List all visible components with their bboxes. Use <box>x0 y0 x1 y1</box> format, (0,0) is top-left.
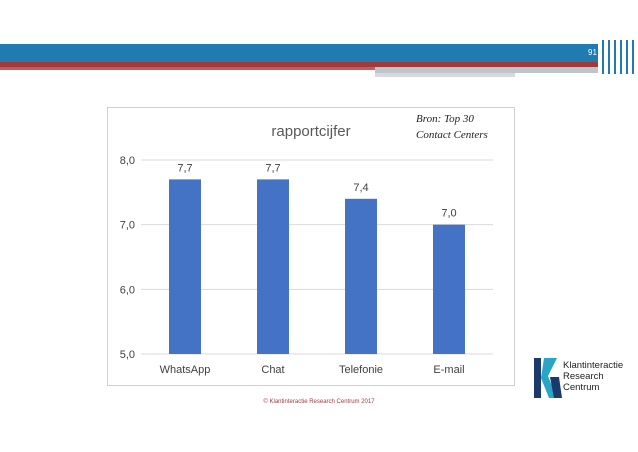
data-label: 7,7 <box>265 162 280 174</box>
header-band-blue <box>0 44 598 62</box>
y-tick-label: 5,0 <box>120 349 135 361</box>
bar <box>433 224 465 354</box>
x-tick-label: Telefonie <box>339 364 383 376</box>
logo-line-1: Klantinteractie <box>563 360 624 371</box>
klantinteractie-logo-icon <box>534 358 562 398</box>
logo-line-2: Research <box>563 371 604 382</box>
chart-title: rapportcijfer <box>271 123 350 140</box>
header-band-red-thin <box>0 67 375 70</box>
source-note: Bron: Top 30 Contact Centers <box>416 113 488 141</box>
bar-chart: rapportcijfer 5,0 6,0 7,0 8,0 7,7 WhatsApp 7,7 C… <box>120 123 493 376</box>
header-band-red <box>0 62 598 67</box>
data-label: 7,4 <box>353 182 368 194</box>
logo-line-3: Centrum <box>563 382 600 393</box>
bar <box>257 179 289 354</box>
copyright-text: © Klantinteractie Research Centrum 2017 <box>263 399 375 405</box>
chart-frame: rapportcijfer 5,0 6,0 7,0 8,0 7,7 WhatsApp 7,7 C… <box>107 107 515 386</box>
data-label: 7,7 <box>177 162 192 174</box>
y-tick-label: 6,0 <box>120 284 135 296</box>
x-tick-label: WhatsApp <box>160 364 211 376</box>
header-band-gray-light <box>375 73 515 77</box>
logo-text: Klantinteractie Research Centrum <box>563 360 623 393</box>
page-number: 91 <box>588 48 597 57</box>
bar <box>345 198 377 354</box>
y-tick-label: 7,0 <box>120 220 135 232</box>
x-tick-label: Chat <box>261 364 284 376</box>
bar <box>169 179 201 354</box>
header-stripes <box>600 40 638 74</box>
y-tick-label: 8,0 <box>120 155 135 167</box>
x-tick-label: E-mail <box>433 364 464 376</box>
data-label: 7,0 <box>441 208 456 220</box>
header-band-gray <box>375 67 598 73</box>
